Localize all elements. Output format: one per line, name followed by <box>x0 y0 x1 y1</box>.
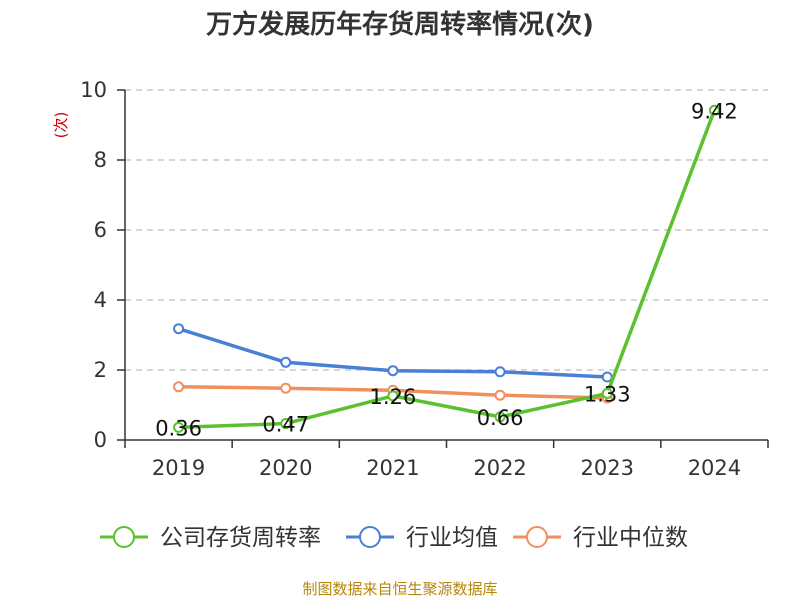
data-point <box>173 323 185 335</box>
data-label: 1.33 <box>584 382 631 406</box>
series-layer <box>173 104 720 433</box>
y-tick-label: 6 <box>94 218 107 242</box>
chart-title: 万方发展历年存货周转率情况(次) <box>206 10 594 40</box>
data-point <box>280 356 292 368</box>
y-tick-label: 2 <box>94 358 107 382</box>
data-point <box>387 365 399 377</box>
data-point <box>494 389 506 401</box>
label-layer: 0.36 0.47 1.26 0.66 1.33 9.42 <box>155 99 738 440</box>
legend-label: 公司存货周转率 <box>160 525 321 551</box>
data-point <box>601 387 613 399</box>
grid-layer <box>125 89 768 371</box>
x-tick-label: 2020 <box>259 456 312 480</box>
y-axis-unit-label: (次) <box>52 112 70 139</box>
data-label: 1.26 <box>370 385 417 409</box>
legend-swatch-marker <box>359 526 381 548</box>
series-line-0 <box>178 109 717 430</box>
legend-label: 行业中位数 <box>573 525 688 551</box>
data-label: 0.66 <box>477 406 524 430</box>
y-tick-label: 4 <box>94 288 107 312</box>
data-point <box>494 366 506 378</box>
legend-swatch-marker <box>526 526 548 548</box>
legend-label: 行业均值 <box>406 525 498 551</box>
data-point <box>601 371 613 383</box>
x-tick-label: 2024 <box>688 456 741 480</box>
x-tick-label: 2019 <box>152 456 205 480</box>
data-point <box>387 390 399 402</box>
data-point <box>494 411 506 423</box>
source-note: 制图数据来自恒生聚源数据库 <box>302 580 498 598</box>
data-point <box>708 104 720 116</box>
y-tick-label: 10 <box>80 78 107 102</box>
data-point <box>173 421 185 433</box>
data-label: 9.42 <box>691 99 738 123</box>
x-tick-label: 2022 <box>473 456 526 480</box>
axis-layer: 0 2 4 6 8 10 2019 2020 2021 2022 2023 2024 (次) <box>52 78 769 480</box>
legend: 公司存货周转率 行业均值 行业中位数 <box>100 525 688 551</box>
data-point <box>173 381 185 393</box>
x-tick-label: 2023 <box>581 456 634 480</box>
x-tick-label: 2021 <box>366 456 419 480</box>
data-label: 0.36 <box>155 416 202 440</box>
y-tick-label: 0 <box>94 428 107 452</box>
data-point <box>280 418 292 430</box>
legend-swatch-marker <box>113 526 135 548</box>
data-label: 0.47 <box>262 413 309 437</box>
data-point <box>280 382 292 394</box>
y-tick-label: 8 <box>94 148 107 172</box>
